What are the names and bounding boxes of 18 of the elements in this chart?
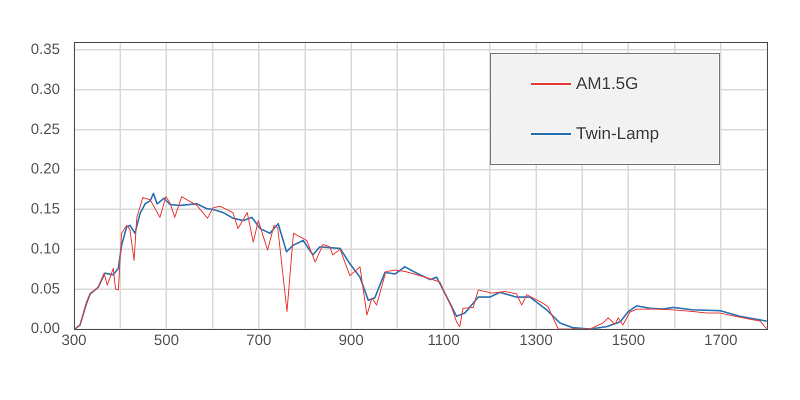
x-tick-label: 1700: [704, 332, 738, 350]
y-tick-label: 0.00: [30, 320, 60, 338]
x-tick-label: 1500: [612, 332, 646, 350]
y-tick-label: 0.10: [30, 240, 60, 258]
y-tick-label: 0.20: [30, 160, 60, 178]
x-tick-label: 300: [61, 332, 87, 350]
x-tick-label: 1300: [519, 332, 553, 350]
y-tick-label: 0.30: [30, 80, 60, 98]
legend-label: AM1.5G: [576, 74, 638, 94]
x-tick-label: 700: [246, 332, 272, 350]
y-tick-label: 0.25: [30, 120, 60, 138]
y-tick-label: 0.35: [30, 41, 60, 58]
y-tick-label: 0.15: [30, 200, 60, 218]
y-tick-label: 0.05: [30, 280, 60, 298]
x-tick-label: 1100: [427, 332, 460, 350]
x-tick-label: 500: [154, 332, 179, 350]
x-tick-label: 900: [338, 332, 364, 350]
legend-label: Twin-Lamp: [576, 124, 660, 144]
